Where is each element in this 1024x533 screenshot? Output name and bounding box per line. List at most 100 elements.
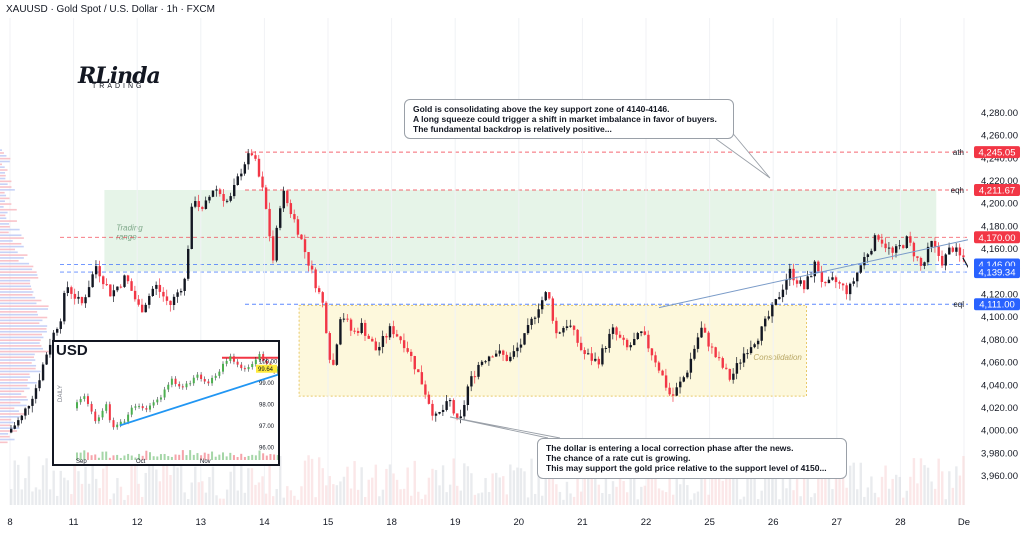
candle-body (201, 207, 204, 209)
volume-bar (484, 478, 487, 505)
candle-body (371, 338, 374, 342)
callout-line: The chance of a rate cut is growing. (546, 453, 691, 463)
volume-bar (516, 467, 519, 505)
inset-candle-body (170, 378, 173, 385)
inset-y-tick: 97.00 (259, 424, 275, 430)
candle-body (133, 290, 137, 300)
x-tick-label: 21 (577, 517, 588, 528)
inset-candle-body (185, 383, 188, 388)
candle-body (424, 384, 427, 395)
volume-profile-bar (0, 399, 28, 401)
volume-bar (937, 458, 940, 505)
volume-profile-bar (0, 259, 19, 262)
volume-bar (611, 481, 615, 505)
volume-bar (420, 498, 424, 505)
candle-body (360, 322, 363, 333)
inset-volume-bar (269, 454, 272, 460)
volume-profile-bar (0, 288, 32, 290)
candle-body (555, 320, 558, 334)
candle-body (657, 362, 661, 371)
volume-profile-bar (0, 433, 9, 435)
volume-bar (261, 476, 264, 505)
inset-volume-bar (101, 451, 104, 460)
volume-bar (562, 499, 565, 505)
volume-bar (24, 478, 27, 505)
volume-bar (530, 458, 533, 505)
volume-profile-bar (0, 237, 24, 239)
price-tag (974, 231, 1020, 244)
volume-bar (13, 460, 16, 505)
candle-body (27, 405, 31, 409)
candle-body (204, 200, 208, 209)
inset-candle-body (276, 368, 278, 372)
inset-volume-bar (254, 455, 257, 460)
candle-body (434, 413, 438, 416)
candle-body (661, 370, 664, 376)
volume-bar (583, 465, 586, 505)
volume-bar (349, 488, 353, 505)
candle-body (895, 246, 898, 253)
candle-body (774, 299, 778, 305)
candle-body (625, 339, 629, 348)
volume-bar (300, 486, 303, 505)
inset-candle-body (76, 402, 78, 409)
inset-candle-body (141, 406, 144, 409)
volume-profile-bar (0, 325, 48, 327)
candle-body (374, 341, 378, 351)
volume-bar (859, 462, 862, 505)
callout-line: Gold is consolidating above the key supp… (413, 104, 670, 114)
price-tag-label: 4,146.00 (979, 260, 1016, 271)
volume-profile-bar (0, 330, 47, 333)
volume-bar (951, 487, 955, 505)
candle-body (795, 280, 799, 284)
candle-body (583, 350, 586, 355)
volume-bar (179, 455, 183, 505)
level-tag: ath (953, 148, 964, 157)
candle-body (873, 235, 877, 251)
candle-body (45, 354, 48, 365)
candle-body (38, 380, 41, 389)
candle-body (300, 234, 303, 240)
candle-body (502, 350, 505, 355)
inset-candle-body (145, 408, 148, 410)
volume-bar (696, 491, 700, 505)
volume-bar (109, 499, 112, 505)
candle-body (601, 348, 604, 365)
candle-body (279, 208, 282, 228)
volume-bar (948, 471, 951, 505)
x-tick-label: 15 (323, 517, 334, 528)
volume-profile-bar (0, 342, 40, 344)
inset-volume-bar (273, 454, 276, 460)
volume-bar (229, 471, 232, 505)
volume-bar (268, 458, 271, 505)
inset-volume-bar (203, 452, 206, 460)
volume-bar (169, 475, 172, 505)
candle-body (148, 296, 151, 305)
volume-profile-bar (0, 186, 12, 188)
inset-candle-body (119, 421, 122, 425)
candle-body (268, 208, 271, 237)
volume-bar (31, 491, 34, 505)
candle-body (427, 394, 431, 404)
volume-bar (133, 458, 137, 505)
x-tick-label: 12 (132, 517, 143, 528)
level-tag: eql (953, 300, 964, 309)
volume-bar (254, 484, 257, 505)
volume-profile-bar (0, 180, 12, 183)
volume-bar (452, 458, 455, 505)
volume-bar (884, 465, 887, 505)
volume-profile-bar (0, 396, 27, 398)
volume-profile-bar (0, 370, 41, 373)
volume-profile-bar (0, 313, 38, 316)
volume-profile-bar (0, 245, 24, 248)
candle-body (240, 173, 243, 177)
volume-profile-bar (0, 387, 30, 390)
volume-bar (151, 459, 154, 505)
candle-body (123, 275, 126, 287)
volume-bar (689, 499, 693, 505)
volume-profile-bar (0, 413, 25, 415)
volume-bar (905, 490, 909, 505)
volume-profile-bar (0, 166, 5, 168)
inset-title: USD (56, 342, 88, 359)
volume-bar (845, 487, 848, 505)
